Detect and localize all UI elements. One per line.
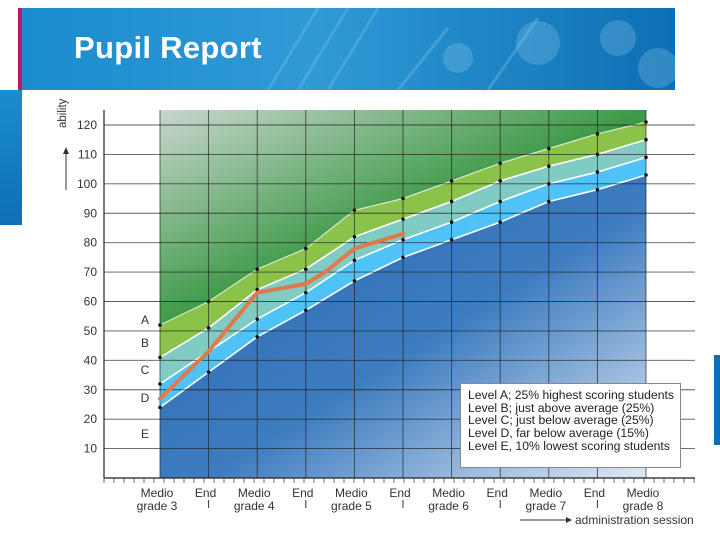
level-letter-b: B [141, 336, 149, 350]
page-title: Pupil Report [74, 30, 262, 65]
header-banner [18, 8, 675, 90]
x-tick-label-8: Medio [529, 486, 562, 500]
boundary-point [352, 258, 357, 263]
y-tick-label-120: 120 [77, 118, 97, 132]
y-tick-label-50: 50 [84, 324, 98, 338]
x-tick-label-4: Medio [335, 486, 368, 500]
x-tick-sublabel-0: grade 3 [137, 499, 178, 513]
boundary-point [547, 182, 551, 186]
x-tick-sublabel-10: grade 8 [623, 499, 664, 513]
boundary-point [644, 137, 648, 142]
y-tick-label-80: 80 [84, 236, 98, 250]
boundary-point [449, 220, 454, 224]
y-tick-label-60: 60 [84, 295, 98, 309]
y-tick-label-30: 30 [84, 383, 98, 397]
boundary-point [498, 199, 503, 204]
boundary-point [547, 164, 551, 168]
y-tick-label-40: 40 [84, 353, 98, 367]
y-tick-label-10: 10 [84, 442, 98, 456]
boundary-point [255, 335, 259, 339]
boundary-point [449, 237, 454, 242]
boundary-point [644, 173, 648, 177]
boundary-point [498, 179, 503, 183]
boundary-point [449, 179, 454, 183]
boundary-point [498, 220, 503, 224]
x-tick-sublabel-4: grade 5 [331, 499, 372, 513]
x-tick-label-9: End [584, 486, 605, 500]
x-tick-sublabel-2: grade 4 [234, 499, 275, 513]
chart-legend: Level A; 25% highest scoring students Le… [460, 383, 681, 468]
boundary-point [255, 317, 259, 321]
boundary-point [158, 382, 162, 386]
level-letter-a: A [141, 313, 149, 327]
x-tick-label-7: End [487, 486, 508, 500]
boundary-point [352, 234, 357, 239]
banner-accent [18, 8, 22, 90]
boundary-point [547, 146, 551, 151]
boundary-point [255, 267, 259, 271]
boundary-point [401, 217, 405, 221]
x-tick-label-10: Medio [627, 486, 660, 500]
boundary-point [547, 199, 551, 204]
boundary-point [595, 132, 600, 136]
boundary-point [158, 355, 162, 360]
legend-item-d: Level D, far below average (15%) [468, 426, 649, 441]
x-tick-label-0: Medio [141, 486, 174, 500]
level-letter-e: E [141, 427, 149, 441]
boundary-point [158, 323, 162, 327]
y-tick-label-110: 110 [78, 147, 97, 161]
right-decoration [714, 355, 720, 445]
y-tick-label-90: 90 [84, 206, 98, 220]
x-tick-label-2: Medio [238, 486, 271, 500]
banner-photo-decoration [266, 8, 675, 90]
x-tick-label-6: Medio [432, 486, 465, 500]
level-a-area [160, 110, 646, 325]
boundary-point [449, 199, 454, 204]
legend-item-e: Level E, 10% lowest scoring students [468, 438, 670, 453]
boundary-point [206, 370, 211, 374]
x-axis-arrowhead [566, 517, 572, 523]
boundary-point [206, 299, 211, 304]
level-letter-d: D [141, 391, 150, 405]
boundary-point [644, 155, 648, 160]
boundary-point [304, 267, 308, 271]
x-axis-label: administration session [575, 513, 694, 527]
x-tick-label-1: End [195, 486, 216, 500]
legend-item-a: Level A; 25% highest scoring students [468, 388, 674, 402]
boundary-point [206, 326, 211, 330]
boundary-point [644, 120, 648, 124]
boundary-point [304, 246, 308, 251]
boundary-point [401, 237, 405, 242]
boundary-point [498, 161, 503, 166]
boundary-point [401, 196, 405, 201]
y-axis-arrowhead [63, 147, 69, 154]
boundary-point [352, 279, 357, 283]
boundary-point [158, 405, 162, 410]
x-tick-label-3: End [292, 486, 313, 500]
boundary-point [595, 187, 600, 192]
x-tick-sublabel-8: grade 7 [525, 499, 566, 513]
legend-item-b: Level B; just above average (25%) [468, 400, 655, 415]
pupil-ability-line [158, 231, 405, 401]
x-tick-label-5: End [389, 486, 410, 500]
boundary-point [401, 255, 405, 260]
y-tick-label-20: 20 [84, 412, 98, 426]
x-tick-sublabel-6: grade 6 [428, 499, 469, 513]
y-tick-label-100: 100 [77, 177, 97, 191]
y-tick-label-70: 70 [84, 265, 98, 279]
boundary-point [595, 170, 600, 174]
boundary-point [595, 152, 600, 157]
boundary-point [352, 208, 357, 213]
level-letter-c: C [141, 363, 150, 377]
legend-item-c: Level C; just below average (25%) [468, 413, 654, 428]
left-decoration [0, 90, 22, 225]
boundary-point [304, 308, 308, 313]
boundary-point [304, 290, 308, 295]
y-axis-label: ability [57, 98, 69, 128]
